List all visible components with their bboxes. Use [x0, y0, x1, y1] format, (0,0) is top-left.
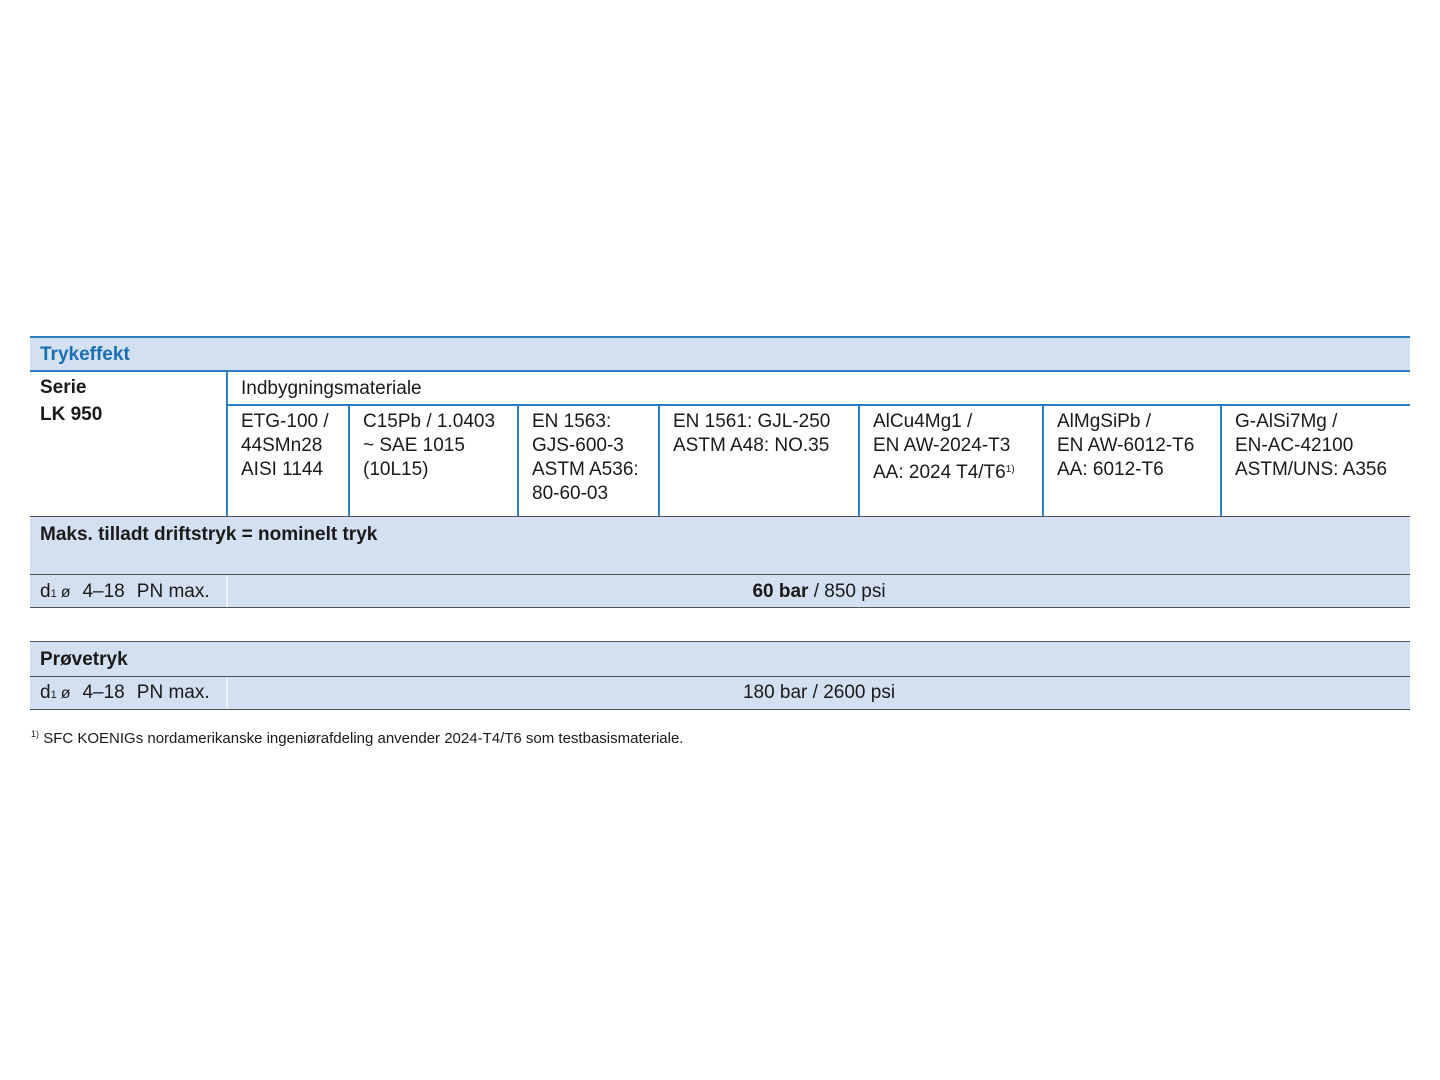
material-cell: AlMgSiPb / EN AW-6012-T6 AA: 6012-T6 [1057, 411, 1195, 480]
header-rule [30, 370, 1410, 372]
max-pressure-title: Maks. tilladt driftstryk = nominelt tryk [40, 524, 378, 545]
divider [517, 405, 519, 517]
value-psi: / 850 psi [808, 581, 886, 602]
diameter-symbol: ø [60, 584, 71, 601]
rule [30, 641, 1410, 642]
range: 4–18 [82, 682, 125, 703]
series-label: Serie [40, 377, 87, 398]
diameter-symbol: ø [60, 685, 71, 702]
material-rule [227, 404, 1410, 406]
cell-split [226, 678, 228, 709]
divider [348, 405, 350, 517]
material-text: AlCu4Mg1 / EN AW-2024-T3 AA: 2024 T4/T6 [873, 411, 1011, 483]
d-symbol: d [40, 682, 51, 703]
test-pressure-value: 180 bar / 2600 psi [742, 682, 896, 703]
rule [30, 676, 1410, 677]
cell-split [226, 576, 228, 608]
section-header-band [30, 338, 1410, 371]
material-header: Indbygningsmateriale [241, 378, 422, 399]
footnote-ref: 1) [1005, 464, 1015, 475]
test-pressure-title: Prøvetryk [40, 649, 128, 670]
top-rule [30, 336, 1410, 338]
rule [30, 516, 1410, 517]
pn-label: PN max. [136, 682, 210, 703]
max-pressure-band [30, 517, 1410, 608]
rule [30, 607, 1410, 608]
divider [1042, 405, 1044, 517]
max-pressure-value: 60 bar / 850 psi [228, 580, 1410, 604]
material-cell: ETG-100 / 44SMn28 AISI 1144 [241, 411, 329, 480]
d-subscript: 1 [50, 689, 57, 701]
range: 4–18 [82, 581, 125, 602]
divider [226, 371, 228, 517]
rule [30, 574, 1410, 575]
material-cell: EN 1561: GJL-250 ASTM A48: NO.35 [673, 411, 831, 456]
test-pressure-row-label: d 1 ø 4–18 PN max. [40, 681, 226, 707]
section-title: Trykeffekt [40, 344, 130, 365]
rule [30, 709, 1410, 710]
footnote-text: SFC KOENIGs nordamerikanske ingeniørafde… [43, 730, 684, 747]
d-subscript: 1 [50, 588, 57, 600]
footnote-mark: 1) [31, 729, 40, 739]
material-cell: C15Pb / 1.0403 ~ SAE 1015 (10L15) [363, 411, 496, 480]
material-cell: AlCu4Mg1 / EN AW-2024-T3 AA: 2024 T4/T61… [873, 410, 1015, 485]
material-cell: G-AlSi7Mg / EN-AC-42100 ASTM/UNS: A356 [1235, 411, 1388, 480]
d-symbol: d [40, 581, 51, 602]
footnote: 1) SFC KOENIGs nordamerikanske ingeniøra… [31, 722, 683, 751]
divider [658, 405, 660, 517]
material-cell: EN 1563: GJS-600-3 ASTM A536: 80-60-03 [532, 411, 639, 504]
divider [858, 405, 860, 517]
max-pressure-row-label: d 1 ø 4–18 PN max. [40, 580, 226, 606]
series-value: LK 950 [40, 404, 103, 425]
divider [1220, 405, 1222, 517]
pn-label: PN max. [136, 581, 210, 602]
value-bar: 60 bar [752, 581, 809, 602]
